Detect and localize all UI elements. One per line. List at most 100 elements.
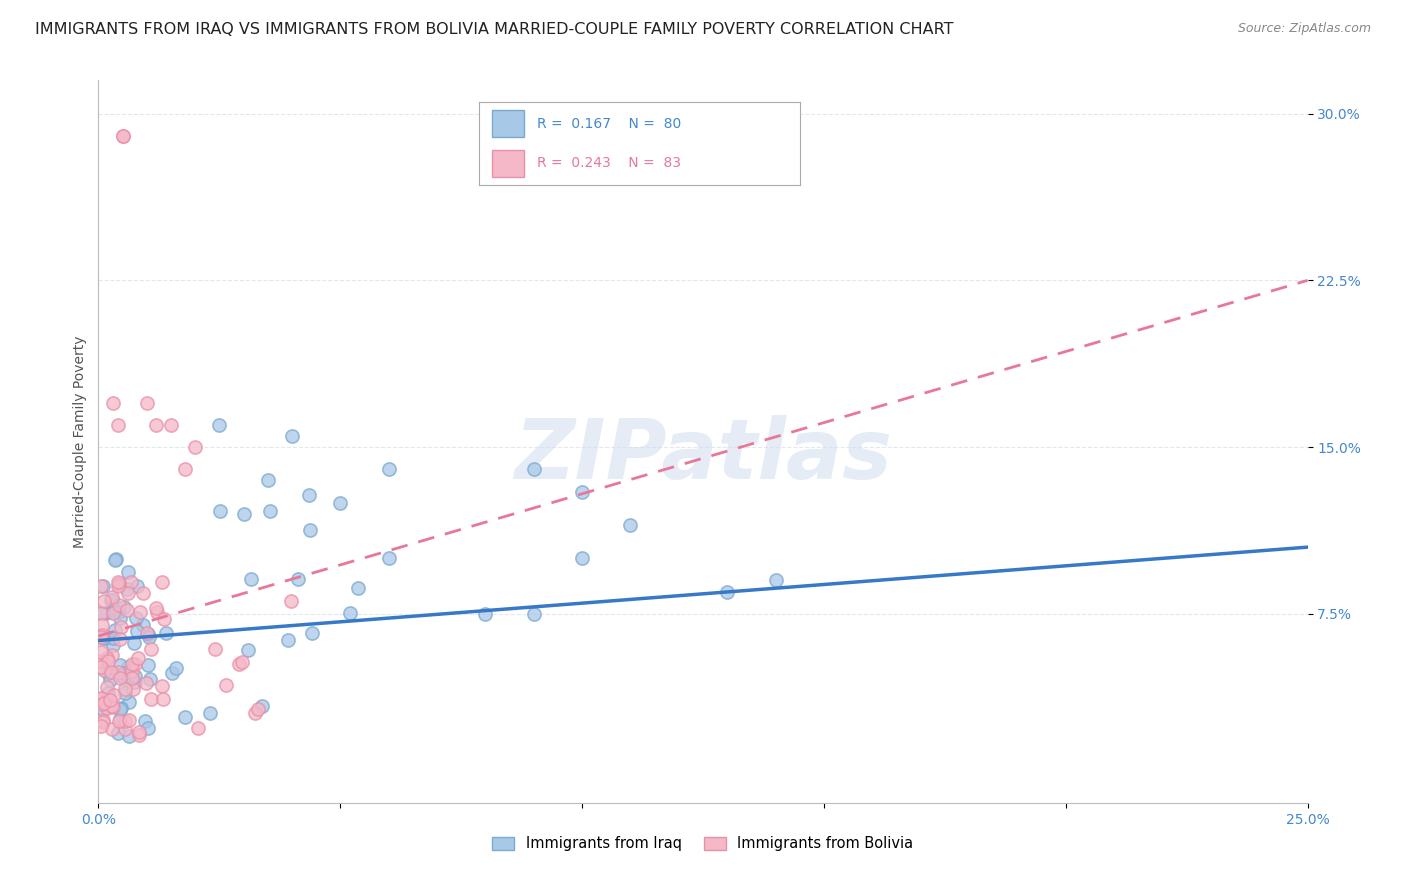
Point — [145, 605, 167, 619]
Point — [91, 702, 114, 716]
Point — [127, 651, 149, 665]
Legend: Immigrants from Iraq, Immigrants from Bolivia: Immigrants from Iraq, Immigrants from Bo… — [486, 830, 920, 857]
Point — [117, 586, 139, 600]
Point — [112, 600, 135, 615]
Point — [110, 620, 132, 634]
Point — [141, 692, 163, 706]
Point — [523, 462, 546, 476]
Point — [236, 643, 259, 657]
Point — [108, 610, 131, 624]
Point — [110, 658, 132, 673]
Point — [90, 579, 112, 593]
Point — [100, 699, 122, 714]
Point — [91, 713, 114, 727]
Point — [117, 565, 139, 579]
Point — [112, 666, 135, 681]
Point — [103, 700, 125, 714]
Point — [240, 572, 263, 586]
Point — [298, 523, 321, 537]
Point — [97, 665, 120, 680]
Point — [90, 692, 112, 706]
Point — [110, 702, 132, 716]
Point — [198, 706, 221, 720]
Point — [165, 661, 187, 675]
Y-axis label: Married-Couple Family Poverty: Married-Couple Family Poverty — [73, 335, 87, 548]
Point — [136, 722, 159, 736]
Point — [160, 665, 183, 680]
Point — [231, 655, 253, 669]
Point — [124, 669, 146, 683]
Point — [118, 729, 141, 743]
Point — [150, 575, 173, 590]
Point — [114, 714, 136, 729]
Point — [287, 572, 309, 586]
Point — [129, 605, 152, 619]
Point — [135, 676, 157, 690]
Point — [153, 612, 176, 626]
Point — [125, 611, 148, 625]
Point — [100, 665, 122, 680]
Point — [145, 600, 167, 615]
Point — [765, 574, 787, 588]
Point — [118, 713, 141, 727]
Point — [96, 681, 118, 695]
Point — [252, 698, 274, 713]
Point — [101, 607, 124, 621]
Point — [298, 488, 321, 502]
Point — [124, 657, 146, 671]
Point — [91, 606, 114, 620]
Point — [377, 462, 399, 476]
Point — [214, 678, 236, 692]
Point — [103, 688, 125, 702]
Text: Source: ZipAtlas.com: Source: ZipAtlas.com — [1237, 22, 1371, 36]
Point — [204, 641, 226, 656]
Point — [247, 702, 270, 716]
Point — [90, 691, 112, 706]
Point — [98, 693, 121, 707]
Point — [716, 584, 738, 599]
Point — [96, 651, 118, 665]
Point — [101, 648, 124, 663]
Point — [103, 604, 125, 618]
Text: IMMIGRANTS FROM IRAQ VS IMMIGRANTS FROM BOLIVIA MARRIED-COUPLE FAMILY POVERTY CO: IMMIGRANTS FROM IRAQ VS IMMIGRANTS FROM … — [35, 22, 953, 37]
Point — [347, 581, 370, 595]
Point — [141, 642, 163, 657]
Point — [339, 606, 361, 620]
Point — [93, 631, 115, 645]
Point — [93, 663, 115, 677]
Point — [90, 697, 112, 711]
Point — [97, 654, 120, 668]
Point — [136, 626, 159, 640]
Point — [128, 725, 150, 739]
Point — [110, 701, 132, 715]
Point — [96, 606, 118, 620]
Point — [101, 590, 124, 604]
Point — [94, 631, 117, 645]
Point — [160, 417, 183, 432]
Point — [93, 594, 115, 608]
Point — [115, 603, 138, 617]
Point — [108, 712, 131, 726]
Point — [91, 617, 114, 632]
Point — [114, 686, 136, 700]
Point — [329, 496, 352, 510]
Point — [90, 654, 112, 668]
Point — [523, 607, 546, 621]
Point — [107, 417, 129, 432]
Point — [104, 552, 127, 566]
Point — [93, 696, 115, 710]
Point — [118, 695, 141, 709]
Point — [111, 128, 134, 143]
Point — [121, 664, 143, 678]
Point — [571, 551, 593, 566]
Point — [228, 657, 250, 671]
Point — [107, 576, 129, 591]
Point — [103, 631, 125, 645]
Text: ZIPatlas: ZIPatlas — [515, 416, 891, 497]
Point — [377, 551, 399, 566]
Point — [184, 440, 207, 454]
Point — [125, 624, 148, 638]
Point — [107, 665, 129, 679]
Point — [121, 657, 143, 672]
Point — [121, 671, 143, 685]
